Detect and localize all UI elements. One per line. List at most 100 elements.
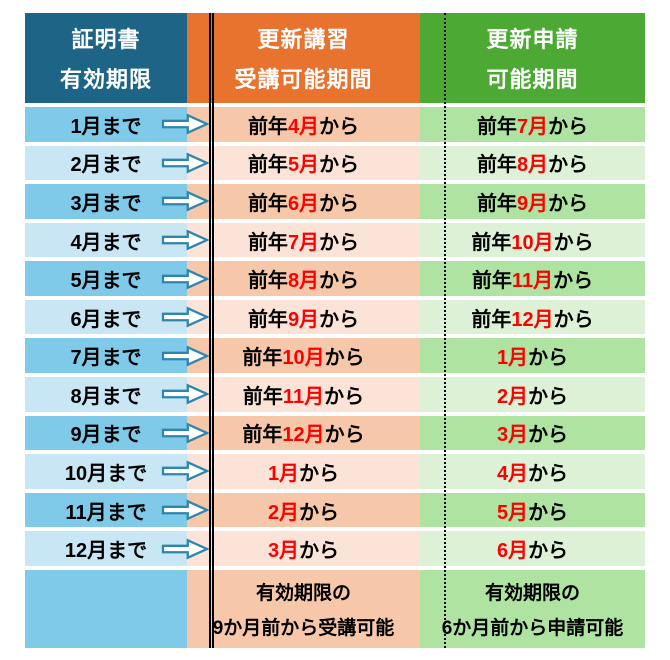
course-period-cell: 前年 4月 から (187, 107, 420, 142)
table-row: 8月まで 前年 11月 から 2月 から (25, 377, 645, 412)
arrow-right-icon (161, 345, 210, 367)
course-post: から (299, 462, 340, 485)
expiry-label: 10月まで (64, 462, 148, 485)
application-month: 10月 (511, 231, 554, 254)
application-post: から (553, 308, 594, 331)
application-period-cell: 6月 から (420, 531, 645, 566)
application-pre: 前年 (476, 154, 517, 177)
expiry-cell: 5月まで (25, 261, 210, 296)
application-month: 6月 (496, 540, 529, 563)
course-period-cell: 2月 から (187, 492, 420, 528)
course-month: 10月 (282, 347, 325, 370)
application-period-cell: 2月 から (420, 377, 645, 412)
course-pre: 前年 (247, 270, 288, 293)
expiry-cell: 10月まで (25, 454, 210, 489)
expiry-label: 4月まで (70, 231, 142, 254)
table-row: 3月まで 前年 6月 から 前年 9月 から (25, 184, 645, 219)
table-row: 9月まで 前年 12月 から 3月 から (25, 415, 645, 451)
table-row: 12月まで 3月 から 6月 から (25, 531, 645, 566)
arrow-right-icon (161, 422, 210, 444)
application-post: から (548, 154, 589, 177)
course-month: 4月 (287, 115, 320, 138)
course-pre: 前年 (247, 115, 288, 138)
application-month: 12月 (511, 308, 554, 331)
course-month: 5月 (287, 154, 320, 177)
header-certificate-expiry: 証明書 有効期限 (25, 13, 187, 103)
application-period-cell: 前年 12月 から (420, 299, 645, 335)
footer-line: 有効期限の (484, 582, 580, 604)
application-month: 9月 (516, 192, 549, 215)
course-pre: 前年 (242, 347, 283, 370)
course-pre: 前年 (247, 154, 288, 177)
table-row: 4月まで 前年 7月 から 前年 10月 から (25, 222, 645, 258)
application-post: から (528, 462, 569, 485)
expiry-cell: 12月まで (25, 531, 210, 566)
header-line: 有効期限 (59, 67, 152, 93)
arrow-right-icon (161, 306, 210, 328)
application-month: 7月 (516, 115, 549, 138)
header-line: 受講可能期間 (234, 67, 373, 93)
expiry-label: 1月まで (70, 115, 142, 138)
application-period-cell: 前年 9月 から (420, 184, 645, 219)
arrow-right-icon (161, 152, 210, 174)
expiry-label: 8月まで (70, 385, 142, 408)
application-period-cell: 前年 7月 から (420, 107, 645, 142)
table-row: 1月まで 前年 4月 から 前年 7月 から (25, 107, 645, 142)
application-pre: 前年 (476, 115, 517, 138)
application-month: 1月 (496, 347, 529, 370)
course-post: から (324, 347, 365, 370)
arrow-right-icon (161, 190, 210, 212)
application-month: 3月 (496, 424, 529, 447)
header-line: 更新講習 (257, 26, 350, 52)
application-post: から (528, 540, 569, 563)
footer-course-note: 有効期限の 9か月前から受講可能 (187, 569, 420, 648)
application-month: 2月 (496, 385, 529, 408)
course-pre: 前年 (247, 308, 288, 331)
course-period-cell: 前年 7月 から (187, 222, 420, 258)
course-pre: 前年 (247, 231, 288, 254)
expiry-cell: 8月まで (25, 377, 210, 412)
expiry-label: 11月まで (65, 501, 147, 524)
application-period-cell: 4月 から (420, 454, 645, 489)
footer-line: 有効期限の (255, 582, 351, 604)
footer-row: 有効期限の 9か月前から受講可能 有効期限の 6か月前から申請可能 (25, 569, 645, 648)
header-line: 可能期間 (486, 67, 579, 93)
arrow-right-icon (161, 113, 210, 135)
course-month: 12月 (282, 424, 325, 447)
application-post: から (548, 192, 589, 215)
course-period-cell: 前年 11月 から (187, 377, 420, 412)
course-post: から (319, 308, 360, 331)
application-pre: 前年 (471, 308, 512, 331)
course-period-cell: 前年 12月 から (187, 415, 420, 451)
course-period-cell: 1月 から (187, 454, 420, 489)
course-month: 8月 (287, 270, 320, 293)
header-course-period: 更新講習 受講可能期間 (187, 13, 420, 103)
course-period-cell: 前年 6月 から (187, 184, 420, 219)
expiry-cell: 3月まで (25, 184, 210, 219)
application-pre: 前年 (471, 231, 512, 254)
course-month: 7月 (287, 231, 320, 254)
application-pre: 前年 (476, 192, 517, 215)
arrow-right-icon (161, 268, 210, 290)
expiry-cell: 9月まで (25, 415, 210, 451)
expiry-label: 9月まで (70, 424, 142, 447)
table-row: 11月まで 2月 から 5月 から (25, 492, 645, 528)
arrow-right-icon (161, 229, 210, 251)
application-month: 8月 (516, 154, 549, 177)
course-month: 6月 (287, 192, 320, 215)
course-period-cell: 前年 5月 から (187, 145, 420, 181)
application-pre: 前年 (471, 270, 512, 293)
application-period-cell: 3月 から (420, 415, 645, 451)
arrow-right-icon (161, 460, 210, 482)
application-period-cell: 前年 10月 から (420, 222, 645, 258)
course-post: から (319, 231, 360, 254)
course-pre: 前年 (242, 424, 283, 447)
header-line: 更新申請 (486, 26, 579, 52)
table-row: 2月まで 前年 5月 から 前年 8月 から (25, 145, 645, 181)
application-post: から (528, 385, 569, 408)
table-row: 7月まで 前年 10月 から 1月 から (25, 338, 645, 374)
application-period-cell: 1月 から (420, 338, 645, 374)
application-month: 5月 (496, 501, 529, 524)
application-post: から (553, 270, 594, 293)
header-line: 証明書 (71, 26, 141, 52)
